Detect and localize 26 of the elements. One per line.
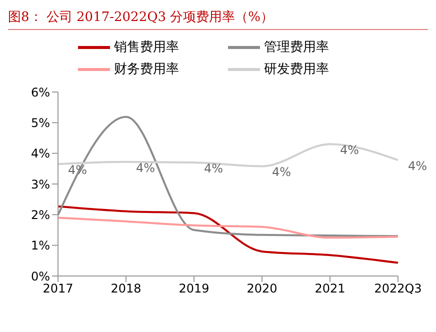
y-tick-label: 5%	[30, 116, 50, 130]
x-tick-label: 2017	[42, 282, 74, 296]
data-label: 4%	[408, 159, 428, 174]
legend-label: 研发费用率	[264, 61, 329, 78]
chart-title: 图8： 公司 2017-2022Q3 分项费用率（%）	[8, 8, 428, 30]
x-tick-label: 2022Q3	[374, 282, 422, 296]
data-label: 4%	[340, 143, 360, 158]
line-series	[57, 116, 399, 238]
y-tick-label: 1%	[30, 238, 50, 253]
legend-label: 销售费用率	[114, 39, 179, 56]
line-series	[57, 205, 399, 264]
y-tick-label: 4%	[30, 146, 50, 161]
data-label: 4%	[272, 165, 292, 180]
legend-label: 财务费用率	[114, 61, 179, 78]
x-tick-label: 2020	[246, 282, 278, 296]
x-tick-label: 2018	[110, 282, 142, 296]
y-tick-label: 3%	[30, 177, 50, 192]
data-label: 4%	[136, 160, 156, 175]
line-series	[57, 216, 399, 239]
legend-label: 管理费用率	[264, 39, 329, 56]
x-tick-label: 2019	[178, 282, 210, 296]
y-tick-label: 6%	[30, 85, 50, 100]
x-tick-label: 2021	[314, 282, 346, 296]
data-label: 4%	[204, 162, 224, 176]
y-tick-label: 2%	[30, 208, 50, 222]
y-tick-label: 0%	[30, 269, 50, 284]
